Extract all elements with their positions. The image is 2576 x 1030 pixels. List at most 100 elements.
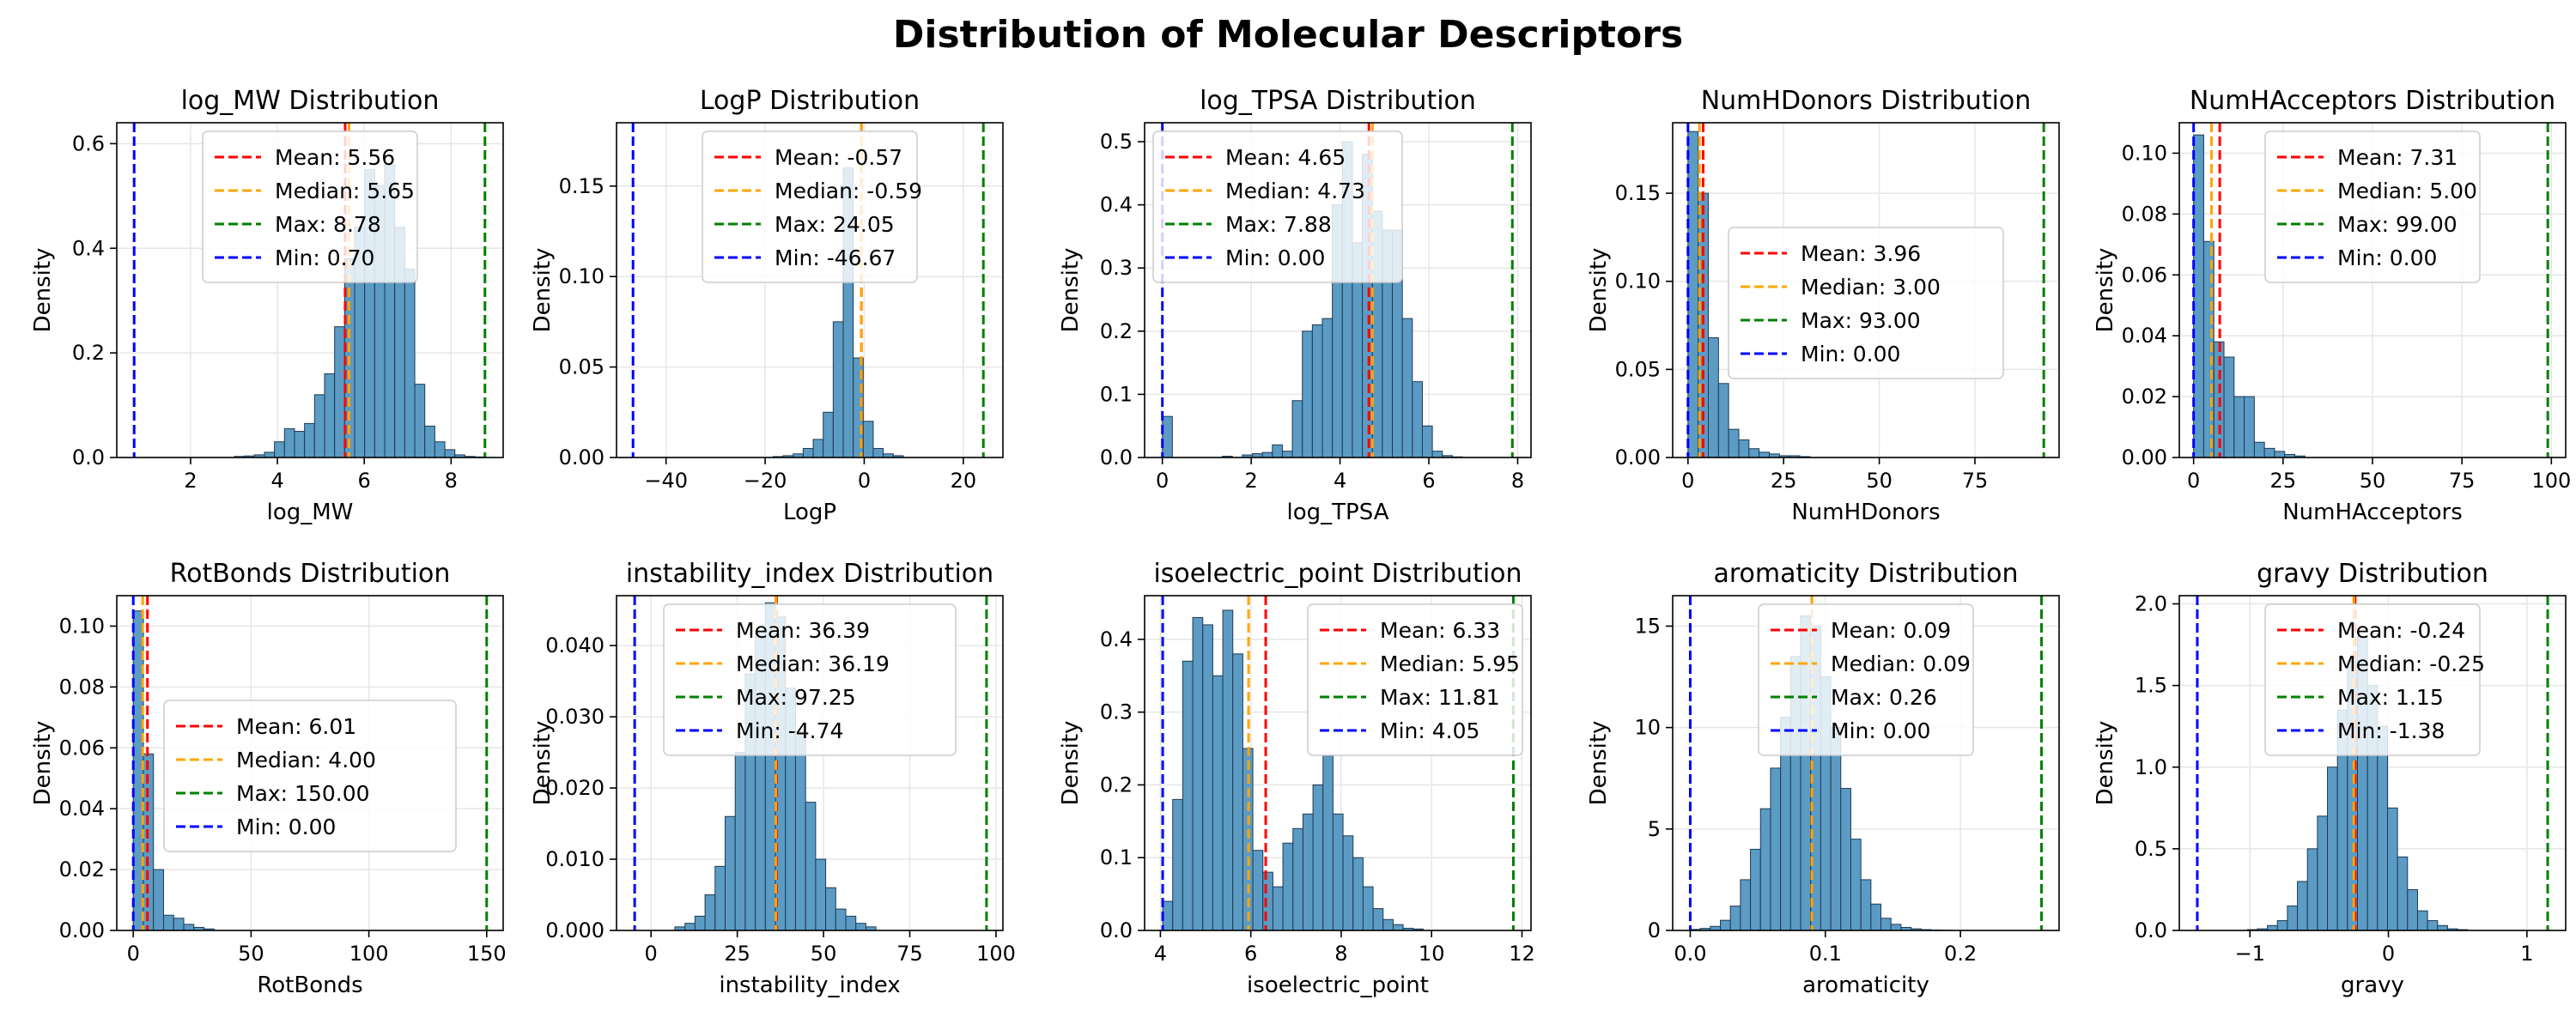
histogram-bar — [1281, 451, 1293, 458]
histogram-bar — [734, 752, 746, 931]
legend-entry-min: Min: 4.05 — [1380, 718, 1479, 743]
x-tick-label: 100 — [349, 942, 389, 966]
legend: Mean: 6.01 Median: 4.00 Max: 150.00 Min: 0.… — [163, 700, 457, 852]
histogram-bar — [1232, 653, 1243, 931]
histogram-bar — [1401, 318, 1413, 458]
legend-entry-mean: Mean: 0.09 — [1831, 618, 1951, 643]
y-tick-label: 0.0 — [72, 445, 105, 470]
axes-frame — [116, 122, 504, 458]
axes-frame — [116, 595, 504, 931]
histogram-bar — [2317, 815, 2329, 931]
y-axis-label: Density — [1586, 248, 1612, 333]
y-tick-label: 0.2 — [1100, 772, 1133, 797]
x-tick-label: 25 — [724, 942, 750, 966]
histogram-bar — [694, 915, 706, 931]
y-tick-label: 0.10 — [59, 614, 105, 638]
histogram-bar — [1840, 788, 1851, 931]
y-tick-label: 0.0 — [1100, 445, 1133, 470]
x-axis-label: LogP — [783, 500, 836, 525]
subplot-1: 2 4 6 8 0.0 0.2 0.4 0.6 log_MW Distribution log_M… — [30, 86, 504, 525]
y-tick-label: 0.06 — [59, 736, 105, 760]
legend-box — [1758, 603, 1974, 756]
x-tick-label: 0 — [858, 469, 871, 493]
legend: Mean: 0.09 Median: 0.09 Max: 0.26 Min: 0.00 — [1758, 603, 1974, 756]
legend: Mean: 4.65 Median: 4.73 Max: 7.88 Min: 0.00 — [1152, 130, 1403, 283]
histogram-bar — [1332, 813, 1344, 931]
x-tick-label: −40 — [644, 469, 688, 493]
histogram-bar — [725, 815, 736, 931]
histogram-bar — [1880, 918, 1892, 931]
y-tick-label: 0.00 — [2122, 445, 2167, 470]
legend-box — [2264, 603, 2481, 756]
legend-entry-mean: Mean: -0.57 — [775, 145, 902, 170]
legend-entry-mean: Mean: -0.24 — [2337, 618, 2465, 643]
x-tick-label: 4 — [270, 469, 283, 493]
legend-entry-max: Max: 11.81 — [1380, 685, 1500, 710]
x-tick-label: 6 — [1422, 469, 1435, 493]
histogram-bar — [835, 908, 847, 931]
x-tick-label: 25 — [1771, 469, 1797, 493]
histogram-bar — [805, 802, 817, 931]
y-tick-label: 0.04 — [59, 797, 105, 821]
legend-entry-max: Max: 8.78 — [275, 212, 381, 237]
legend-entry-max: Max: 93.00 — [1801, 308, 1921, 333]
legend-entry-max: Max: 97.25 — [736, 685, 856, 710]
legend: Mean: 6.33 Median: 5.95 Max: 11.81 Min: 4.0… — [1307, 603, 1523, 756]
x-tick-label: 0 — [645, 942, 658, 966]
y-axis-label: Density — [1058, 721, 1084, 806]
legend-box — [1307, 603, 1523, 756]
legend-entry-max: Max: 150.00 — [236, 781, 370, 806]
y-tick-label: 0.4 — [72, 236, 105, 260]
y-tick-label: 0.020 — [545, 776, 605, 800]
x-axis-label: isoelectric_point — [1247, 972, 1429, 998]
x-tick-label: 50 — [811, 942, 837, 966]
y-tick-label: 10 — [1634, 716, 1661, 740]
histogram-bar — [1212, 675, 1224, 931]
histogram-bar — [802, 447, 814, 458]
x-tick-label: 75 — [1962, 469, 1989, 493]
legend: Mean: 36.39 Median: 36.19 Max: 97.25 Min: -… — [663, 603, 957, 756]
legend-box — [702, 130, 918, 283]
histogram-bar — [1322, 755, 1334, 931]
histogram-bar — [283, 427, 295, 458]
subplot-title: log_TPSA Distribution — [1200, 86, 1476, 116]
histogram-bar — [1272, 886, 1284, 931]
y-tick-label: 0 — [1648, 918, 1661, 942]
subplot-7: 0 25 50 75 100 0.000 0.010 0.020 0.030 0.040 insta… — [530, 559, 1016, 998]
histogram-bar — [183, 924, 195, 931]
y-tick-label: 0.1 — [1100, 845, 1133, 869]
histogram-bar — [1292, 827, 1303, 931]
y-tick-label: 0.0 — [1100, 918, 1133, 942]
axes-frame — [2178, 595, 2567, 931]
legend: Mean: 7.31 Median: 5.00 Max: 99.00 Min: 0.0… — [2264, 130, 2481, 283]
y-tick-label: 0.00 — [59, 918, 105, 942]
histogram-bar — [424, 425, 435, 458]
subplot-title: aromaticity Distribution — [1713, 559, 2018, 589]
histogram-bar — [855, 923, 866, 931]
y-tick-label: 0.3 — [1100, 700, 1133, 724]
y-tick-label: 0.10 — [559, 264, 605, 288]
subplot-title: NumHDonors Distribution — [1701, 86, 2032, 116]
axes-frame — [1144, 122, 1532, 458]
histogram-bar — [2274, 451, 2286, 458]
legend: Mean: -0.24 Median: -0.25 Max: 1.15 Min: -1… — [2264, 603, 2485, 756]
y-axis-label: Density — [2093, 721, 2118, 806]
histogram-bar — [1272, 444, 1283, 458]
histogram-bar — [1291, 400, 1303, 458]
histogram-bar — [1302, 813, 1314, 931]
subplot-title: log_MW Distribution — [181, 86, 440, 116]
subplot-4: 0 25 50 75 0.00 0.05 0.10 0.15 NumHDonors Distri… — [1586, 86, 2060, 525]
legend-box — [163, 700, 457, 852]
legend-entry-min: Min: -46.67 — [775, 245, 896, 270]
histogram-bar — [812, 439, 824, 458]
histogram-bar — [1162, 900, 1174, 931]
histogram-bar — [1312, 784, 1324, 931]
x-tick-label: 25 — [2270, 469, 2297, 493]
histogram-bar — [1759, 451, 1771, 458]
legend-entry-mean: Mean: 6.01 — [236, 714, 356, 739]
x-axis-label: NumHAcceptors — [2282, 500, 2463, 525]
x-tick-label: 100 — [976, 942, 1016, 966]
histogram-bar — [1412, 381, 1423, 458]
histogram-bar — [872, 447, 884, 458]
legend-entry-min: Min: 0.00 — [1225, 245, 1325, 270]
